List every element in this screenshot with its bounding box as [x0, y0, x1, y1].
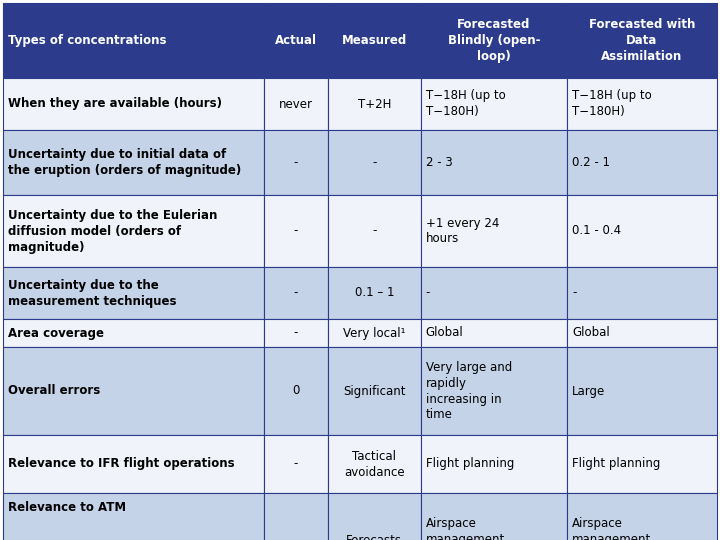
Text: Airspace
management,
Flow
management: Airspace management, Flow management	[572, 517, 655, 540]
Bar	[264, 195, 328, 267]
Bar	[264, 78, 328, 130]
Text: Relevance to ATM: Relevance to ATM	[8, 501, 126, 514]
Bar	[3, 319, 264, 347]
Bar	[420, 3, 567, 78]
Text: 0.1 - 0.4: 0.1 - 0.4	[572, 225, 621, 238]
Bar	[420, 347, 567, 435]
Bar	[3, 493, 264, 540]
Text: Uncertainty due to initial data of
the eruption (orders of magnitude): Uncertainty due to initial data of the e…	[8, 148, 241, 177]
Text: Types of concentrations: Types of concentrations	[8, 34, 166, 47]
Text: -: -	[294, 156, 298, 169]
Text: -: -	[372, 225, 377, 238]
Bar	[567, 267, 717, 319]
Bar	[3, 347, 264, 435]
Bar	[420, 319, 567, 347]
Text: Significant: Significant	[343, 384, 405, 397]
Text: Area coverage: Area coverage	[8, 327, 104, 340]
Bar	[264, 493, 328, 540]
Text: Global: Global	[426, 327, 464, 340]
Text: never: never	[279, 98, 312, 111]
Bar	[3, 130, 264, 195]
Bar	[567, 195, 717, 267]
Bar	[328, 195, 420, 267]
Bar	[264, 3, 328, 78]
Bar	[3, 195, 264, 267]
Bar	[420, 78, 567, 130]
Bar	[328, 493, 420, 540]
Text: Measured: Measured	[342, 34, 407, 47]
Text: Tactical
avoidance: Tactical avoidance	[344, 449, 405, 478]
Text: Uncertainty due to the Eulerian
diffusion model (orders of
magnitude): Uncertainty due to the Eulerian diffusio…	[8, 208, 217, 253]
Text: Relevance to IFR flight operations: Relevance to IFR flight operations	[8, 457, 235, 470]
Bar	[567, 319, 717, 347]
Bar	[567, 3, 717, 78]
Bar	[3, 78, 264, 130]
Bar	[3, 267, 264, 319]
Text: 0: 0	[292, 384, 300, 397]
Bar	[3, 435, 264, 493]
Text: Overall errors: Overall errors	[8, 384, 100, 397]
Bar	[328, 319, 420, 347]
Text: Very local¹: Very local¹	[343, 327, 405, 340]
Bar	[264, 130, 328, 195]
Text: When they are available (hours): When they are available (hours)	[8, 98, 222, 111]
Bar	[567, 347, 717, 435]
Text: 0.1 – 1: 0.1 – 1	[354, 287, 394, 300]
Bar	[567, 130, 717, 195]
Text: -: -	[572, 287, 577, 300]
Text: Actual: Actual	[275, 34, 317, 47]
Text: -: -	[294, 457, 298, 470]
Bar	[328, 130, 420, 195]
Bar	[420, 195, 567, 267]
Bar	[264, 267, 328, 319]
Bar	[420, 267, 567, 319]
Text: Large: Large	[572, 384, 606, 397]
Text: Airspace
management,
Flow
management: Airspace management, Flow management	[426, 517, 509, 540]
Bar	[328, 347, 420, 435]
Text: T−18H (up to
T−180H): T−18H (up to T−180H)	[426, 90, 505, 118]
Text: 2 - 3: 2 - 3	[426, 156, 452, 169]
Bar	[328, 3, 420, 78]
Bar	[328, 435, 420, 493]
Text: Forecasted with
Data
Assimilation: Forecasted with Data Assimilation	[589, 18, 696, 63]
Text: Flight planning: Flight planning	[572, 457, 660, 470]
Text: Very large and
rapidly
increasing in
time: Very large and rapidly increasing in tim…	[426, 361, 512, 422]
Text: T−18H (up to
T−180H): T−18H (up to T−180H)	[572, 90, 652, 118]
Text: +1 every 24
hours: +1 every 24 hours	[426, 217, 499, 246]
Text: Forecasts
Validation: Forecasts Validation	[345, 534, 404, 540]
Bar	[420, 435, 567, 493]
Text: -: -	[294, 327, 298, 340]
Bar	[328, 267, 420, 319]
Text: -: -	[426, 287, 430, 300]
Bar	[567, 493, 717, 540]
Text: -: -	[294, 287, 298, 300]
Bar	[567, 78, 717, 130]
Bar	[264, 319, 328, 347]
Text: T+2H: T+2H	[358, 98, 391, 111]
Text: Uncertainty due to the
measurement techniques: Uncertainty due to the measurement techn…	[8, 279, 176, 307]
Text: Flight planning: Flight planning	[426, 457, 514, 470]
Bar	[328, 78, 420, 130]
Bar	[3, 3, 264, 78]
Bar	[264, 347, 328, 435]
Bar	[264, 435, 328, 493]
Text: Forecasted
Blindly (open-
loop): Forecasted Blindly (open- loop)	[448, 18, 540, 63]
Text: -: -	[372, 156, 377, 169]
Bar	[567, 435, 717, 493]
Bar	[420, 130, 567, 195]
Bar	[420, 493, 567, 540]
Text: 0.2 - 1: 0.2 - 1	[572, 156, 610, 169]
Text: -: -	[294, 225, 298, 238]
Text: Global: Global	[572, 327, 610, 340]
